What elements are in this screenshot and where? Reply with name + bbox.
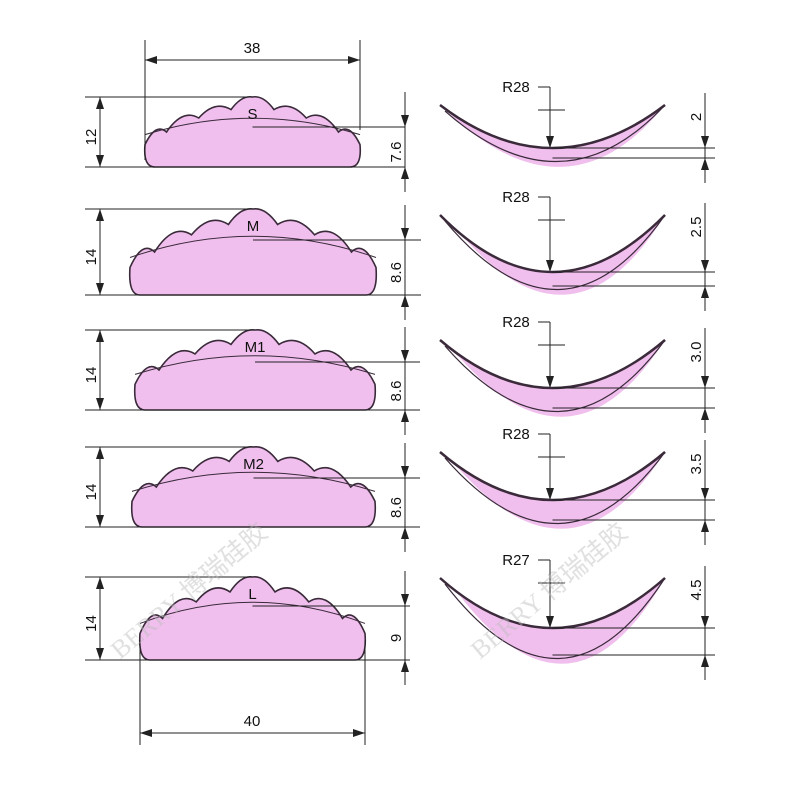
arrow-head [546, 376, 554, 388]
mid-height-value: 9 [388, 634, 405, 642]
curve-profile-outer [444, 339, 666, 413]
pad-inner-arc [131, 471, 376, 492]
curve-profile-fill [440, 105, 665, 167]
arrow-head [701, 520, 709, 532]
height-value: 12 [83, 129, 100, 146]
depth-value: 2.5 [688, 217, 705, 238]
arrow-head [701, 616, 709, 628]
size-label: M2 [243, 456, 264, 473]
arrow-head [401, 115, 409, 127]
curve-profile-fill [440, 215, 665, 295]
arrow-head [96, 283, 104, 295]
mid-height-value: 8.6 [388, 262, 405, 283]
lash-pad-m [128, 208, 378, 296]
depth-value: 3.0 [688, 342, 705, 363]
arrow-head [401, 594, 409, 606]
curve-profile-outer [444, 577, 666, 660]
arrow-head [145, 56, 157, 64]
height-value: 14 [83, 484, 100, 501]
radius-label: R27 [502, 552, 530, 569]
arrow-head [96, 648, 104, 660]
radius-label: R28 [502, 314, 530, 331]
curve-profile-outer [444, 214, 666, 291]
height-value: 14 [83, 249, 100, 266]
mid-height-value: 8.6 [388, 497, 405, 518]
arrow-head [546, 260, 554, 272]
arrow-head [401, 228, 409, 240]
arrow-head [701, 376, 709, 388]
pad-inner-arc [144, 117, 361, 136]
arrow-head [546, 616, 554, 628]
arrow-head [401, 295, 409, 307]
arrow-head [701, 136, 709, 148]
arrow-head [701, 286, 709, 298]
radius-label: R28 [502, 426, 530, 443]
mid-height-value: 8.6 [388, 381, 405, 402]
bottom-width-value: 40 [244, 713, 261, 730]
arrow-head [96, 97, 104, 109]
size-label: S [247, 106, 257, 123]
curve-profile-fill [440, 578, 665, 664]
arrow-head [96, 209, 104, 221]
arrow-head [701, 158, 709, 170]
curve-profile-outer [444, 104, 666, 163]
height-value: 14 [83, 615, 100, 632]
lash-pad-s [143, 95, 362, 168]
arrow-head [96, 330, 104, 342]
arrow-head [96, 398, 104, 410]
arrow-head [701, 488, 709, 500]
radius-label: R28 [502, 189, 530, 206]
arrow-head [96, 577, 104, 589]
lash-pad-m2 [130, 445, 377, 528]
curve-profile-fill [440, 452, 665, 529]
curve-profile-inner [439, 104, 666, 150]
arrow-head [96, 515, 104, 527]
arrow-head [401, 527, 409, 539]
arrow-head [701, 655, 709, 667]
arrow-head [401, 350, 409, 362]
mid-height-value: 7.6 [388, 142, 405, 163]
curve-profile-outer [444, 451, 666, 525]
lash-pad-m1 [133, 328, 377, 411]
arrow-head [401, 167, 409, 179]
arrow-head [701, 260, 709, 272]
depth-value: 3.5 [688, 454, 705, 475]
arrow-head [401, 466, 409, 478]
arrow-head [701, 408, 709, 420]
pad-inner-arc [139, 601, 366, 624]
arrow-head [348, 56, 360, 64]
arrow-head [140, 729, 152, 737]
radius-label: R28 [502, 79, 530, 96]
size-label: M [247, 218, 260, 235]
height-value: 14 [83, 367, 100, 384]
arrow-head [401, 660, 409, 672]
curve-profile-fill [440, 340, 665, 417]
top-width-value: 38 [244, 40, 261, 57]
pad-inner-arc [134, 355, 376, 375]
size-label: L [248, 586, 256, 603]
arrow-head [96, 155, 104, 167]
size-label: M1 [245, 339, 266, 356]
arrow-head [401, 410, 409, 422]
arrow-head [96, 447, 104, 459]
depth-value: 2 [688, 113, 705, 121]
pad-inner-arc [129, 235, 377, 258]
depth-value: 4.5 [688, 580, 705, 601]
arrow-head [353, 729, 365, 737]
arrow-head [546, 488, 554, 500]
arrow-head [546, 136, 554, 148]
lash-pad-l [138, 575, 367, 661]
